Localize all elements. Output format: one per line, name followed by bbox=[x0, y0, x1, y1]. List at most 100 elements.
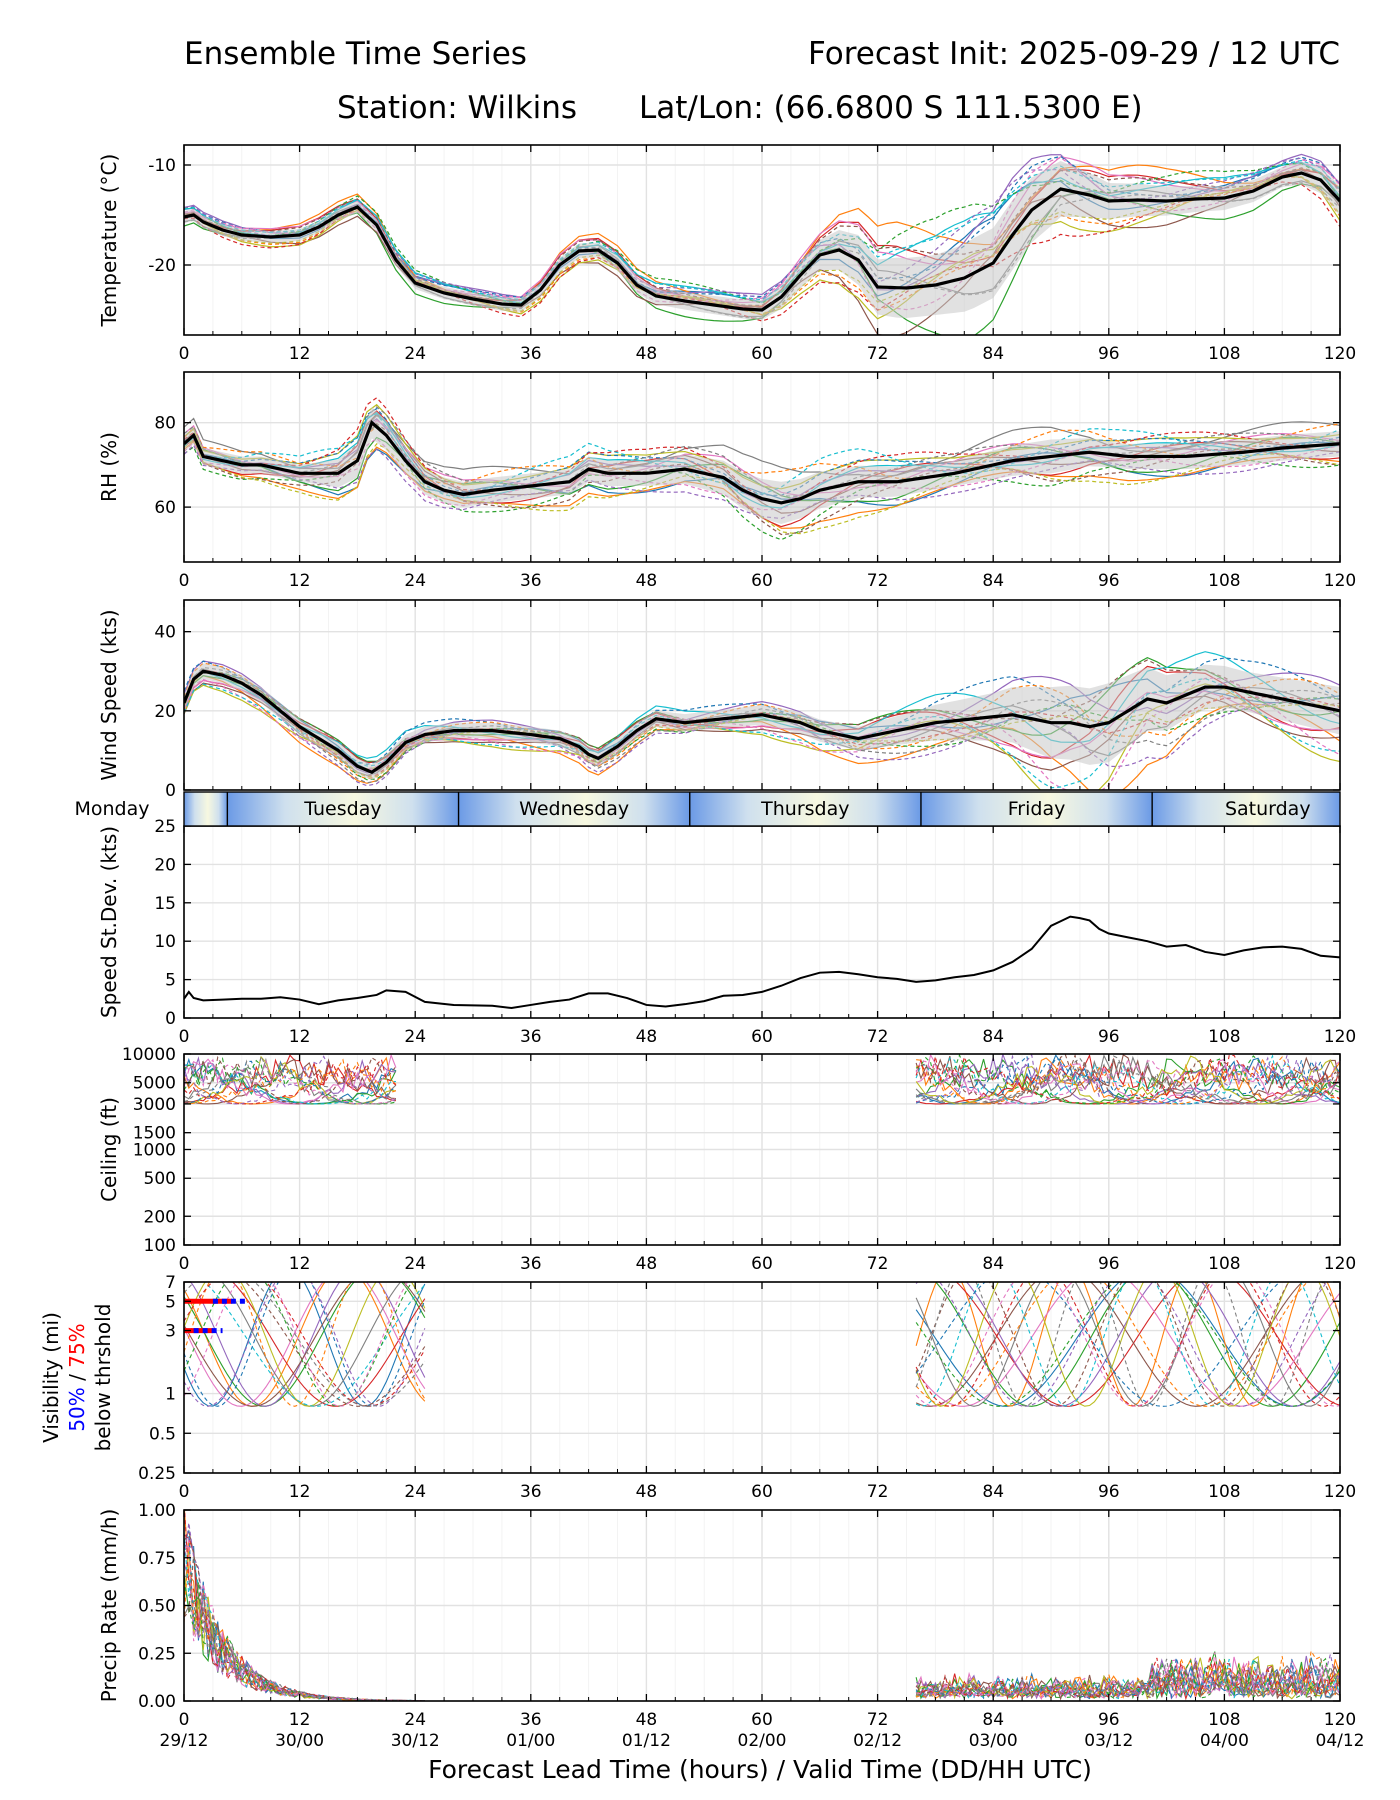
x-tick-label: 12 bbox=[289, 1254, 311, 1274]
x-tick-label: 12 bbox=[289, 344, 311, 364]
day-band-segment bbox=[184, 792, 228, 826]
ensemble-member-line bbox=[184, 1058, 397, 1105]
valid-time-label: 30/12 bbox=[391, 1731, 440, 1751]
day-label: Friday bbox=[1008, 798, 1066, 820]
x-tick-label: 96 bbox=[1098, 1254, 1120, 1274]
x-tick-label: 72 bbox=[867, 571, 889, 591]
x-tick-label: 12 bbox=[289, 1482, 311, 1502]
rh-panel: 60 80 0 12 24 36 48 60 72 84 96 108 120 RH (%) bbox=[97, 371, 1356, 591]
x-tick-label: 120 bbox=[1324, 571, 1356, 591]
x-tick-label: 120 bbox=[1324, 1027, 1356, 1047]
ensemble-member-line bbox=[915, 1282, 1340, 1407]
ensemble-member-line bbox=[915, 1056, 1340, 1105]
day-label: Tuesday bbox=[303, 798, 381, 820]
rh-y-axis-label: RH (%) bbox=[97, 432, 121, 502]
wind-panel: 0 20 40 Wind Speed (kts) bbox=[97, 599, 1341, 801]
rh-spread-band bbox=[184, 406, 1340, 524]
ensemble-member-line bbox=[184, 1282, 426, 1407]
y-tick-label: 5 bbox=[165, 1292, 176, 1312]
x-tick-label: 72 bbox=[867, 1710, 889, 1730]
ensemble-member-line bbox=[915, 1664, 1340, 1700]
ensemble-member-line bbox=[915, 1054, 1340, 1105]
percent-separator: / bbox=[65, 1368, 89, 1387]
ensemble-member-line bbox=[915, 1055, 1340, 1105]
y-tick-label: 1 bbox=[165, 1385, 176, 1405]
ensemble-member-line bbox=[915, 1282, 1340, 1407]
temperature-grid bbox=[183, 145, 1341, 335]
x-tick-label: 60 bbox=[751, 571, 773, 591]
visibility-y-axis-label: Visibility (mi) bbox=[39, 1312, 63, 1443]
x-tick-label: 84 bbox=[982, 344, 1004, 364]
rh-plot-area bbox=[184, 396, 1340, 541]
y-tick-label: 1000 bbox=[133, 1141, 176, 1161]
ensemble-member-line bbox=[915, 1054, 1340, 1105]
ensemble-member-line bbox=[184, 1057, 397, 1105]
ensemble-member-line bbox=[915, 1661, 1340, 1701]
x-tick-label: 120 bbox=[1324, 1710, 1356, 1730]
station-name: Station: Wilkins bbox=[337, 90, 577, 126]
x-tick-label: 108 bbox=[1208, 1027, 1240, 1047]
ensemble-member-line bbox=[184, 1282, 426, 1407]
ensemble-member-line bbox=[184, 1055, 397, 1105]
x-tick-label: 0 bbox=[179, 344, 190, 364]
y-tick-label: 1500 bbox=[133, 1124, 176, 1144]
day-label: Thursday bbox=[760, 798, 849, 820]
y-tick-label: 100 bbox=[144, 1236, 176, 1256]
precip-panel: 0.00 0.25 0.50 0.75 1.00 0 12 24 36 48 60 72 84 96 108… bbox=[97, 1501, 1356, 1730]
x-tick-label: 108 bbox=[1208, 571, 1240, 591]
x-tick-label: 96 bbox=[1098, 1710, 1120, 1730]
y-tick-label: 0.50 bbox=[138, 1597, 176, 1617]
ensemble-member-line bbox=[203, 1282, 426, 1407]
y-tick-label: 3000 bbox=[133, 1095, 176, 1115]
x-tick-label: 96 bbox=[1098, 1027, 1120, 1047]
ensemble-member-line bbox=[184, 163, 1340, 304]
day-band-segment bbox=[689, 792, 921, 826]
valid-time-label: 03/12 bbox=[1084, 1731, 1133, 1751]
day-band-segment bbox=[1152, 792, 1340, 826]
x-tick-label: 48 bbox=[636, 1254, 658, 1274]
y-tick-label: 200 bbox=[144, 1207, 176, 1227]
x-tick-label: 48 bbox=[636, 1710, 658, 1730]
x-tick-label: 96 bbox=[1098, 571, 1120, 591]
x-tick-label: 84 bbox=[982, 1710, 1004, 1730]
panels: -20-100 12 24 36 48 60 72 84 96 108 120Temperature… bbox=[39, 144, 1365, 1751]
valid-time-label: 30/00 bbox=[275, 1731, 324, 1751]
x-tick-label: 60 bbox=[751, 1482, 773, 1502]
x-tick-label: 24 bbox=[404, 1254, 426, 1274]
y-tick-label: 0.25 bbox=[138, 1644, 176, 1664]
x-tick-label: 0 bbox=[179, 1710, 190, 1730]
y-tick-label: 0 bbox=[165, 781, 176, 801]
y-tick-label: 60 bbox=[154, 498, 176, 518]
x-tick-label: 108 bbox=[1208, 1482, 1240, 1502]
day-label: Wednesday bbox=[519, 798, 629, 820]
ensemble-member-line bbox=[915, 1054, 1340, 1105]
x-tick-label: 60 bbox=[751, 344, 773, 364]
x-tick-label: 108 bbox=[1208, 1254, 1240, 1274]
p75-label: 75% bbox=[65, 1323, 89, 1367]
day-band-segment bbox=[227, 792, 459, 826]
valid-time-label: 01/00 bbox=[506, 1731, 555, 1751]
temperature-ensemble-mean-line bbox=[184, 171, 1340, 312]
y-tick-label: 3 bbox=[165, 1322, 176, 1342]
rh-ensemble-mean-line bbox=[184, 419, 1340, 505]
x-tick-label: 48 bbox=[636, 1027, 658, 1047]
y-tick-label: 7 bbox=[165, 1273, 176, 1293]
x-tick-label: 36 bbox=[520, 1710, 542, 1730]
x-tick-label: 48 bbox=[636, 344, 658, 364]
visibility-threshold-label: below thrshold bbox=[91, 1304, 115, 1452]
x-tick-label: 108 bbox=[1208, 1710, 1240, 1730]
y-tick-label: 10000 bbox=[122, 1045, 176, 1065]
ceiling-members bbox=[184, 1054, 1340, 1105]
ensemble-member-line bbox=[915, 1282, 1340, 1407]
valid-time-label: 02/00 bbox=[738, 1731, 787, 1751]
speed_stdev-plot-area bbox=[184, 915, 1340, 1010]
x-tick-label: 12 bbox=[289, 1027, 311, 1047]
day-band-segment bbox=[458, 792, 690, 826]
temperature-spread-band bbox=[184, 161, 1340, 320]
y-tick-label: 10 bbox=[154, 932, 176, 952]
ceiling-plot-area bbox=[184, 1054, 1340, 1105]
ensemble-member-line bbox=[184, 1282, 426, 1407]
ensemble-member-line bbox=[184, 1282, 426, 1407]
